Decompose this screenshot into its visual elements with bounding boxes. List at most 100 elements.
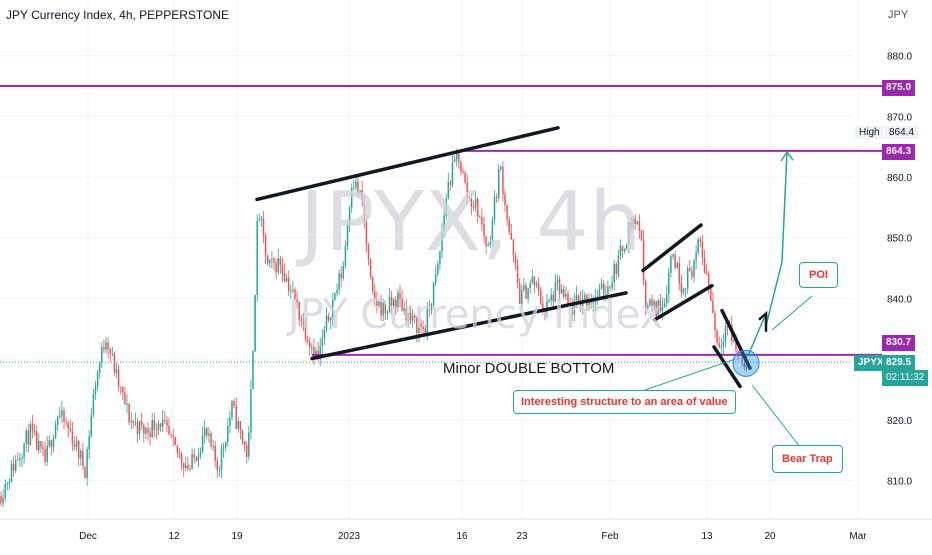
- candle-body: [279, 258, 282, 266]
- candle-body: [197, 455, 200, 461]
- candle-body: [678, 262, 681, 284]
- candle-body: [264, 235, 267, 256]
- trendline[interactable]: [641, 223, 703, 273]
- candle-body: [485, 236, 487, 247]
- candle-body: [296, 299, 298, 303]
- y-tick-label: 810.0: [887, 477, 912, 488]
- candle-body: [644, 280, 647, 309]
- candle-body: [460, 162, 462, 172]
- candle-body: [92, 393, 95, 415]
- candle-body: [449, 182, 452, 185]
- candle-body: [619, 245, 622, 256]
- candle-body: [640, 230, 643, 240]
- candle-body: [151, 420, 153, 437]
- candle-body: [630, 223, 632, 227]
- candle-body: [220, 448, 223, 471]
- candle-body: [178, 452, 181, 454]
- candle-body: [122, 386, 124, 393]
- projection-path: [747, 152, 788, 357]
- level-badge-864: 864.3: [882, 144, 916, 160]
- trendline[interactable]: [712, 345, 742, 389]
- candle-body: [567, 293, 569, 305]
- candle-body: [741, 354, 744, 363]
- symbol-title[interactable]: JPY Currency Index, 4h, PEPPERSTONE: [6, 8, 229, 22]
- candle-body: [539, 290, 542, 304]
- candle-body: [695, 252, 697, 261]
- trendline[interactable]: [310, 291, 628, 361]
- candle-body: [464, 172, 466, 183]
- double-bottom-label: Minor DOUBLE BOTTOM: [443, 360, 615, 377]
- candle-body: [27, 430, 30, 445]
- candle-body: [453, 159, 456, 162]
- candles: [0, 148, 748, 508]
- candle-body: [665, 294, 668, 304]
- candle-body: [166, 420, 168, 426]
- candle-body: [705, 272, 708, 274]
- candle-body: [638, 221, 641, 231]
- candle-body: [657, 300, 660, 317]
- candle-body: [0, 495, 2, 504]
- candle-body: [718, 342, 720, 347]
- candle-body: [655, 301, 657, 317]
- candle-body: [350, 188, 353, 208]
- candle-body: [176, 445, 179, 453]
- candle-body: [546, 301, 548, 313]
- candle-body: [548, 300, 550, 302]
- candle-body: [321, 338, 324, 346]
- candle-body: [101, 347, 103, 363]
- candle-body: [563, 288, 565, 297]
- candle-body: [386, 312, 389, 314]
- candle-body: [63, 410, 65, 422]
- candle-body: [38, 440, 40, 451]
- candle-body: [418, 323, 420, 333]
- candle-body: [468, 197, 471, 199]
- candle-body: [10, 463, 13, 482]
- candle-body: [537, 283, 540, 291]
- candle-body: [161, 419, 164, 427]
- candle-body: [61, 410, 63, 416]
- candle-body: [560, 288, 563, 294]
- candle-body: [302, 321, 305, 323]
- candle-body: [239, 421, 242, 431]
- candle-body: [371, 276, 374, 292]
- candle-body: [376, 298, 378, 306]
- candle-body: [237, 421, 240, 429]
- trendline[interactable]: [720, 308, 752, 370]
- candle-body: [707, 273, 710, 289]
- candle-body: [107, 342, 109, 350]
- candle-body: [59, 415, 61, 418]
- candle-body: [287, 277, 290, 291]
- candle-body: [554, 282, 557, 302]
- candle-body: [187, 465, 189, 469]
- candle-body: [128, 403, 130, 422]
- candle-body: [185, 465, 187, 469]
- candle-body: [365, 221, 368, 245]
- candle-body: [510, 232, 513, 240]
- projection: [619, 150, 813, 448]
- candle-body: [388, 296, 391, 313]
- trendline[interactable]: [255, 126, 560, 202]
- candle-body: [363, 202, 366, 222]
- trendline[interactable]: [653, 283, 714, 322]
- candle-body: [300, 319, 303, 322]
- candle-body: [338, 273, 340, 291]
- time-axis[interactable]: Dec 12 19 2023 16 23 Feb 13 20 Mar: [0, 518, 932, 542]
- high-value: 864.4: [885, 126, 919, 139]
- candle-body: [250, 389, 252, 433]
- candle-body: [208, 433, 210, 436]
- candle-body: [726, 326, 729, 328]
- candle-body: [308, 341, 311, 347]
- candle-body: [342, 265, 345, 279]
- candle-body: [306, 339, 309, 342]
- candle-body: [424, 329, 426, 334]
- candle-body: [42, 446, 44, 450]
- candle-body: [254, 294, 256, 352]
- candle-body: [399, 292, 401, 299]
- candle-body: [304, 321, 307, 340]
- candle-body: [23, 443, 25, 458]
- candle-body: [233, 400, 235, 406]
- y-tick-label: 850.0: [887, 234, 912, 245]
